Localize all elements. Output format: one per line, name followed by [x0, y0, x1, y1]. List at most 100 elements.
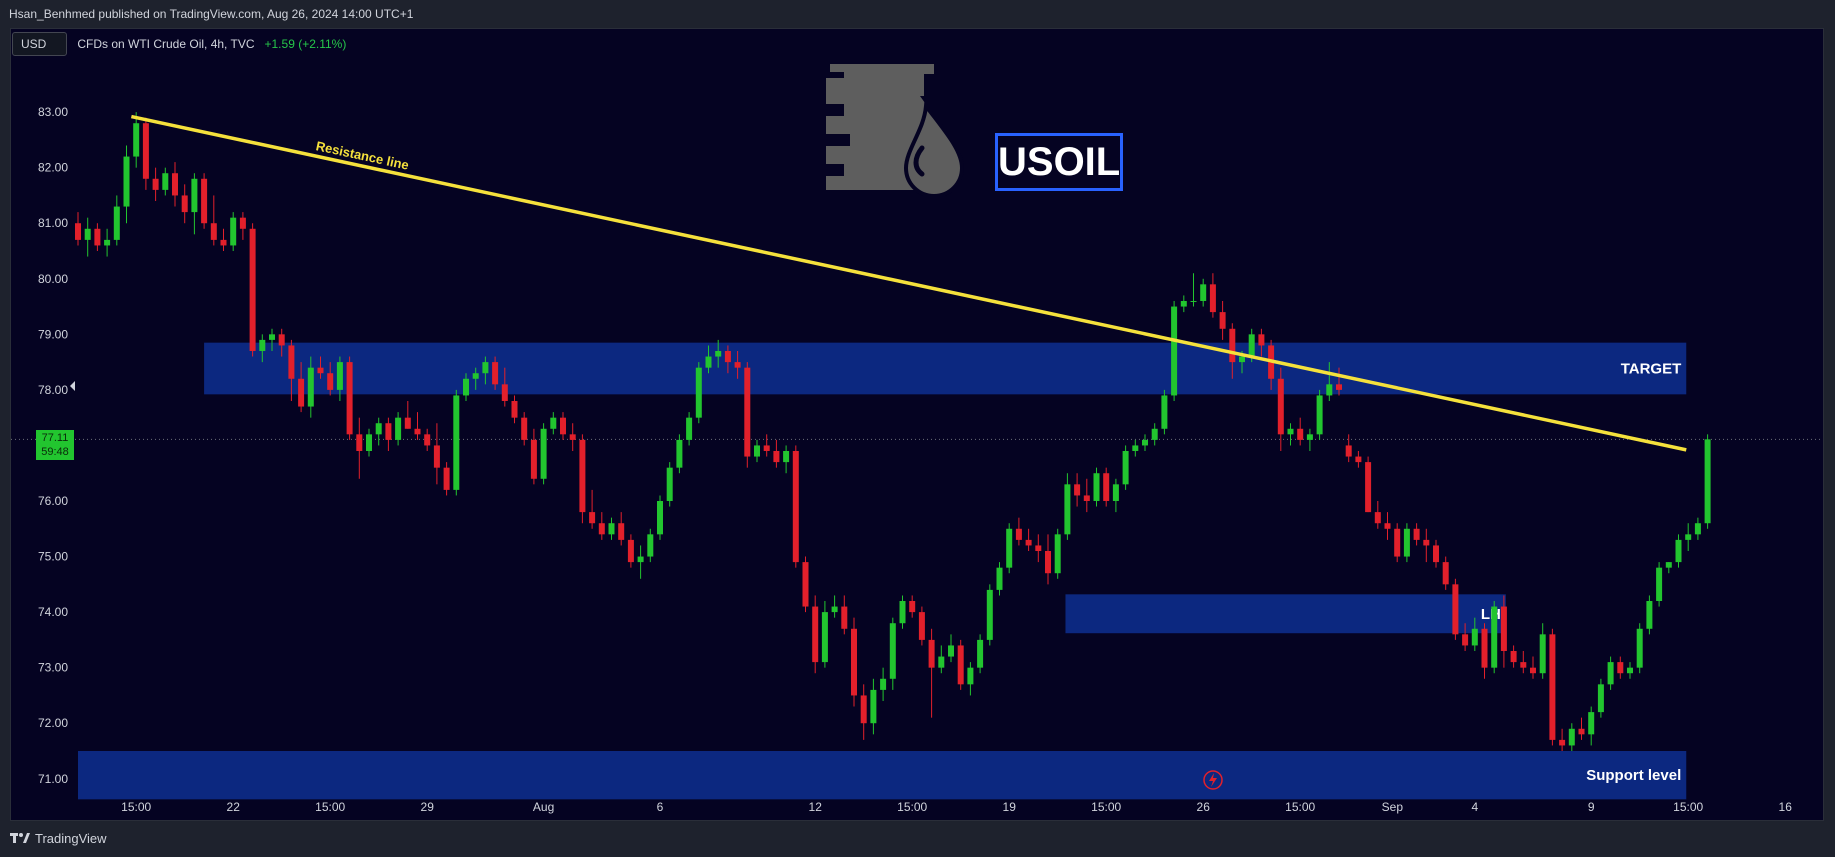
candle-body: [259, 339, 266, 351]
currency-button[interactable]: USD: [12, 31, 68, 56]
zone-rect: [78, 751, 1687, 800]
x-tick-label: 4: [1471, 800, 1478, 814]
candle-body: [909, 601, 916, 613]
candle-body: [1122, 451, 1129, 485]
candle-body: [356, 434, 363, 451]
candle-body: [162, 173, 169, 190]
candle-body: [540, 428, 547, 479]
candle-body: [366, 434, 372, 451]
y-tick-label: 82.00: [38, 161, 68, 175]
lightning-event-icon[interactable]: [1203, 770, 1223, 790]
candle-body: [336, 362, 343, 390]
candle-body: [647, 534, 654, 557]
candle-body: [1433, 545, 1439, 563]
zone-label: TARGET: [1621, 361, 1682, 378]
candle-body: [501, 384, 508, 401]
candle-body: [511, 401, 518, 418]
y-tick-label: 83.00: [38, 105, 68, 119]
candle-body: [938, 656, 945, 668]
candle-body: [1132, 445, 1139, 451]
candle-body: [1384, 523, 1391, 529]
candle-body: [1035, 545, 1042, 551]
last-price-label: 77.11 59:48: [36, 430, 74, 460]
footer-brand[interactable]: TradingView: [35, 830, 107, 846]
candle-body: [1656, 567, 1663, 601]
candle-body: [1142, 439, 1148, 446]
candle-body: [1180, 301, 1187, 307]
candle-body: [928, 639, 935, 668]
candle-body: [472, 373, 479, 379]
resistance-trendline: [130, 114, 1687, 452]
candle-body: [346, 362, 353, 435]
candle-body: [424, 434, 431, 446]
candle-body: [569, 434, 576, 440]
candle-body: [1209, 284, 1216, 313]
candle-body: [1549, 634, 1556, 740]
publisher-line: Hsan_Benhmed published on TradingView.co…: [9, 7, 414, 21]
candle-body: [744, 367, 751, 457]
candle-body: [1423, 539, 1430, 546]
candle-body: [1229, 328, 1236, 363]
candle-body: [666, 467, 673, 501]
candle-body: [433, 445, 440, 468]
candle-body: [1345, 445, 1352, 457]
y-tick-label: 81.00: [38, 216, 68, 230]
candle-body: [1694, 523, 1701, 535]
candle-body: [1539, 634, 1546, 674]
candle-body: [530, 439, 537, 479]
candle-body: [1006, 528, 1013, 568]
candle-body: [1306, 434, 1313, 440]
candle-body: [1248, 334, 1255, 357]
y-tick-label: 76.00: [38, 494, 68, 508]
candle-body: [948, 645, 954, 657]
candle-body: [1442, 562, 1449, 585]
tradingview-logo-icon[interactable]: [10, 832, 30, 844]
candle-body: [880, 678, 887, 690]
candle-body: [792, 451, 799, 563]
chart-pane[interactable]: [10, 28, 1824, 821]
candle-body: [773, 451, 780, 463]
candle-body: [220, 239, 227, 246]
candle-body: [327, 373, 334, 390]
candle-body: [1064, 484, 1071, 535]
candle-body: [113, 206, 120, 240]
candle-body: [239, 217, 246, 229]
candle-body: [1510, 651, 1517, 663]
candle-body: [443, 467, 450, 490]
candle-body: [977, 639, 984, 668]
candle-body: [657, 501, 663, 535]
candle-body: [1617, 662, 1624, 674]
candle-body: [1093, 473, 1100, 501]
candle-body: [1403, 528, 1410, 557]
bar-countdown: 59:48: [41, 446, 69, 458]
x-tick-label: 15:00: [1285, 800, 1315, 814]
candle-body: [1413, 528, 1420, 540]
x-tick-label: 15:00: [315, 800, 345, 814]
y-tick-label: 78.00: [38, 383, 68, 397]
candle-body: [1083, 495, 1090, 501]
candle-body: [1355, 456, 1362, 463]
y-tick-label: 75.00: [38, 550, 68, 564]
x-tick-label: 19: [1003, 800, 1017, 814]
candle-body: [1597, 684, 1604, 713]
candle-body: [1500, 606, 1507, 651]
candle-body: [1045, 551, 1051, 574]
candle-body: [104, 239, 111, 246]
oil-barrel-icon: [826, 64, 965, 196]
candle-body: [317, 367, 324, 374]
candle-body: [395, 417, 402, 440]
y-tick-label: 79.00: [38, 327, 68, 341]
symbol-title[interactable]: CFDs on WTI Crude Oil, 4h, TVC: [77, 36, 255, 51]
y-tick-label: 74.00: [38, 605, 68, 619]
candle-body: [957, 645, 964, 685]
candle-body: [1336, 384, 1342, 390]
candle-body: [1452, 584, 1459, 635]
candle-body: [851, 628, 857, 696]
candle-body: [918, 612, 925, 640]
candle-body: [1365, 462, 1372, 513]
candle-body: [1627, 667, 1633, 674]
candle-body: [763, 445, 770, 451]
candle-body: [1161, 395, 1168, 429]
candle-body: [676, 439, 683, 468]
